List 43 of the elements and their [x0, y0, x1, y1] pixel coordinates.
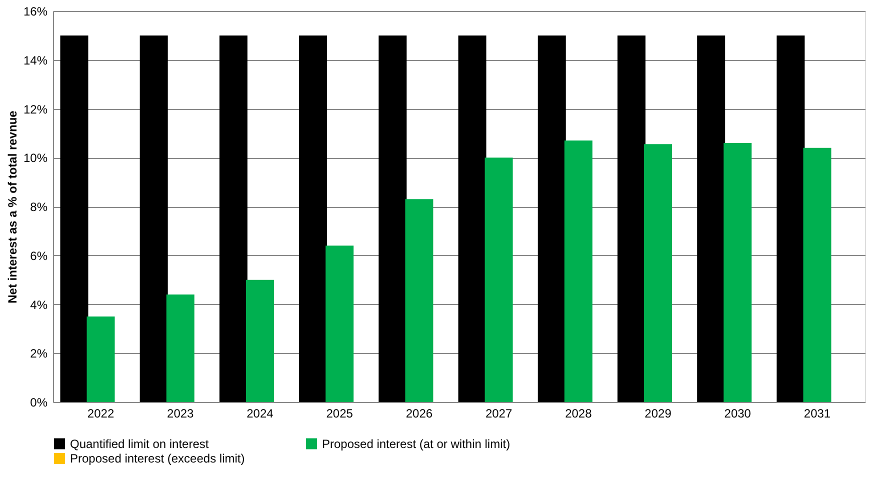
- x-tick-label: 2023: [167, 406, 194, 420]
- x-tick-label: 2022: [87, 406, 114, 420]
- bar: [86, 316, 115, 402]
- y-tick-label: 14%: [23, 53, 48, 68]
- x-tick-label: 2029: [644, 406, 672, 420]
- y-tick-label: 8%: [30, 200, 48, 214]
- x-tick-label: 2030: [724, 406, 752, 420]
- bar: [299, 35, 328, 402]
- x-tick-label: 2028: [565, 406, 592, 420]
- y-tick-label: 12%: [23, 102, 48, 116]
- y-tick-label: 2%: [30, 346, 48, 361]
- y-tick-label: 0%: [30, 396, 48, 410]
- x-tick-label: 2027: [485, 406, 512, 420]
- bar: [60, 35, 88, 402]
- y-tick-label: 4%: [30, 298, 48, 312]
- legend-label: Quantified limit on interest: [70, 436, 210, 451]
- bar: [803, 148, 832, 402]
- bar: [644, 144, 672, 402]
- bar: [378, 35, 407, 402]
- bar: [140, 35, 168, 402]
- bar: [697, 35, 726, 402]
- bar: [564, 140, 592, 402]
- bar: [724, 142, 752, 402]
- y-tick-label: 10%: [23, 151, 48, 166]
- bar: [776, 35, 805, 402]
- bar: [538, 35, 566, 402]
- legend-label: Proposed interest (at or within limit): [322, 436, 510, 451]
- bar: [166, 294, 194, 402]
- x-tick-label: 2024: [246, 406, 274, 420]
- bar: [219, 35, 248, 402]
- y-tick-label: 16%: [23, 4, 48, 18]
- bar: [246, 280, 274, 402]
- x-tick-label: 2025: [326, 406, 354, 420]
- bar: [326, 246, 354, 402]
- bar: [458, 35, 486, 402]
- legend-label: Proposed interest (exceeds limit): [70, 452, 245, 466]
- bar: [405, 199, 434, 402]
- bar: [484, 158, 513, 402]
- x-tick-label: 2026: [406, 406, 433, 420]
- x-tick-label: 2031: [804, 406, 831, 420]
- y-tick-label: 6%: [30, 248, 48, 263]
- bar: [617, 35, 646, 402]
- y-axis-title: Net interest as a % of total revnue: [5, 110, 20, 304]
